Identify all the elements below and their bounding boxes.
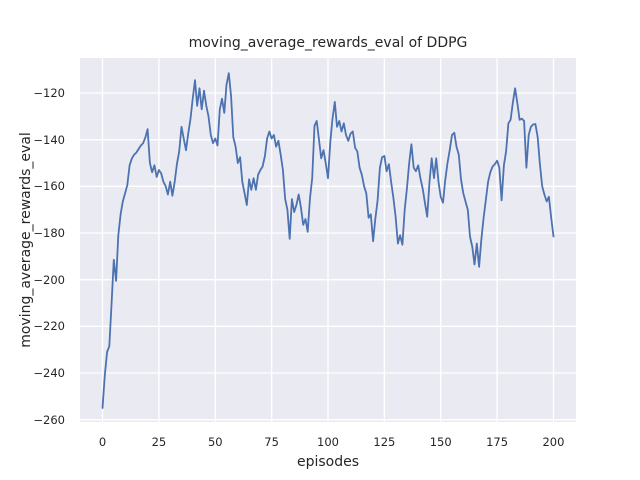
y-tick-label: −120: [33, 86, 65, 100]
x-tick-label: 75: [264, 435, 279, 449]
y-tick-label: −240: [33, 366, 65, 380]
x-tick-label: 50: [207, 435, 223, 449]
x-tick-label: 200: [542, 435, 565, 449]
y-tick-label: −180: [33, 226, 65, 240]
chart-title: moving_average_rewards_eval of DDPG: [188, 35, 468, 51]
y-tick-label: −260: [33, 412, 65, 427]
y-tick-label: −160: [33, 179, 65, 194]
x-axis-label: episodes: [296, 454, 360, 470]
x-tick-label: 0: [98, 435, 107, 449]
series-line: [101, 72, 555, 409]
y-tick-label: −200: [33, 272, 65, 287]
x-tick-label: 100: [317, 435, 339, 449]
x-tick-label: 25: [151, 435, 167, 449]
x-tick-label: 175: [486, 435, 509, 449]
x-tick-label: 150: [429, 435, 452, 449]
y-tick-label: −220: [33, 319, 65, 334]
x-tick-label: 125: [373, 435, 396, 449]
y-tick-label: −140: [33, 132, 65, 147]
